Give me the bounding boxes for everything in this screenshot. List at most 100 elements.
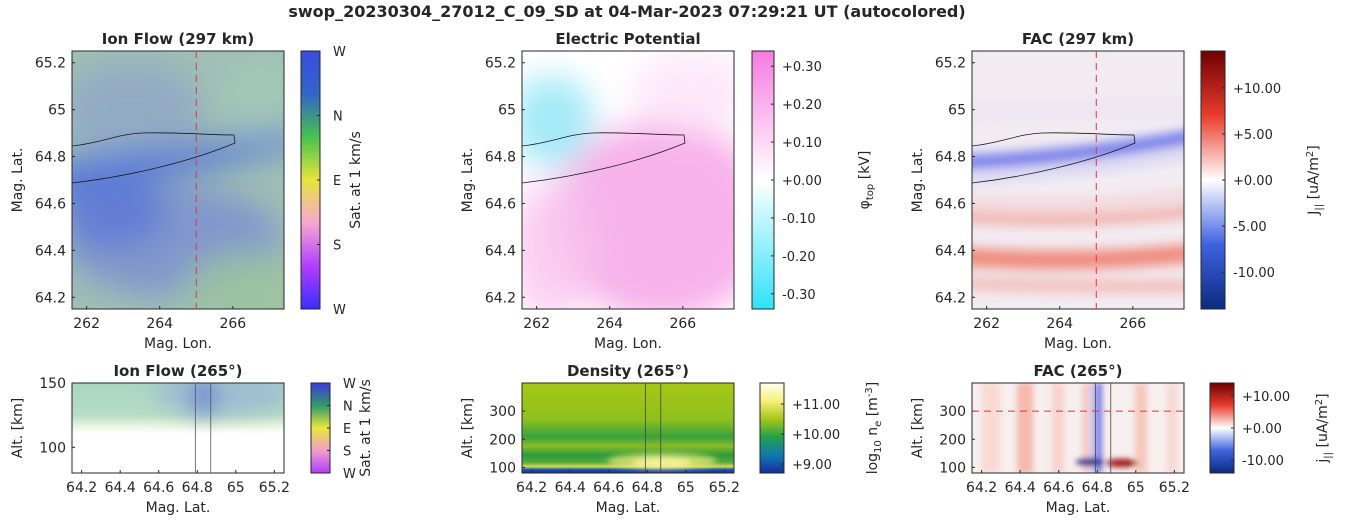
- colorbar-tick-label: S: [333, 239, 341, 254]
- panel-title: FAC (297 km): [1022, 30, 1134, 48]
- panel-fac-top: 262 264 266 64.2 64.4 64.6 64.8 65 65.2 FAC (297 …: [910, 30, 1325, 352]
- colorbar-tick-label: W: [343, 467, 356, 482]
- x-tick-label: 64.8: [182, 480, 213, 496]
- figure-title: swop_20230304_27012_C_09_SD at 04-Mar-20…: [288, 2, 965, 21]
- colorbar-tick-label: +0.00: [1233, 174, 1273, 189]
- y-tick-label: 200: [939, 432, 966, 448]
- colorbar-tick-label: -0.10: [782, 212, 816, 227]
- panel-fac-bottom: 64.2 64.4 64.6 64.8 65 65.2 100 200 300 FAC (265°…: [910, 362, 1334, 516]
- colorbar: [751, 50, 775, 310]
- y-tick-label: 64.2: [35, 290, 66, 306]
- colorbar-tick-label: +10.00: [1233, 82, 1281, 97]
- x-axis-label: Mag. Lon.: [144, 336, 212, 352]
- x-tick-label: 64.8: [632, 480, 663, 496]
- y-tick-label: 100: [939, 460, 966, 476]
- axes-frame: [971, 382, 1185, 474]
- x-tick-label: 64.4: [105, 480, 136, 496]
- panel-title: Electric Potential: [555, 30, 700, 48]
- colorbar-tick-label: E: [333, 174, 341, 189]
- axes-frame: [521, 50, 735, 310]
- colorbar-tick-label: +5.00: [1233, 128, 1273, 143]
- y-tick-label: 65: [498, 103, 516, 119]
- colorbar-tick-label: +9.00: [792, 458, 832, 473]
- y-tick-label: 64.6: [935, 196, 966, 212]
- y-tick-label: 200: [489, 432, 516, 448]
- axes-frame: [71, 382, 285, 474]
- colorbar-tick-label: -0.20: [782, 250, 816, 265]
- colorbar-label: φtop [kV]: [857, 151, 876, 210]
- y-tick-label: 64.2: [935, 290, 966, 306]
- panel-title: Ion Flow (297 km): [102, 30, 254, 48]
- panel-density: 64.2 64.4 64.6 64.8 65 65.2 100 200 300 Density (…: [460, 362, 884, 516]
- colorbar-tick-label: -10.00: [1242, 454, 1284, 469]
- x-tick-label: 65.2: [709, 480, 740, 496]
- colorbar-label: Sat. at 1 km/s: [358, 379, 374, 477]
- y-tick-label: 65: [948, 103, 966, 119]
- y-tick-label: 64.4: [485, 243, 516, 259]
- y-axis-label: Alt. [km]: [460, 398, 476, 459]
- panel-ion-flow-top: 262 264 266 64.2 64.4 64.6 64.8 65 65.2 Ion Flow …: [10, 30, 364, 352]
- x-axis-label: Mag. Lon.: [1044, 336, 1112, 352]
- x-tick-label: 262: [523, 316, 550, 332]
- colorbar-tick-label: N: [343, 400, 353, 415]
- y-axis-label: Alt. [km]: [10, 398, 26, 459]
- x-tick-label: 266: [669, 316, 696, 332]
- fac-section: [972, 383, 1184, 473]
- y-tick-label: 100: [39, 440, 66, 456]
- colorbar: [759, 382, 785, 474]
- y-tick-label: 64.6: [485, 196, 516, 212]
- x-axis-label: Mag. Lat.: [596, 500, 661, 516]
- y-tick-label: 65: [48, 103, 66, 119]
- panel-title: Ion Flow (265°): [113, 362, 242, 380]
- axes-frame: [521, 382, 735, 474]
- ion-flow-section: [72, 383, 284, 473]
- colorbar-tick-label: +0.00: [782, 174, 822, 189]
- colorbar-label: J|| [uA/m2]: [1305, 145, 1325, 215]
- colorbar-tick-label: +0.10: [782, 136, 822, 151]
- panel-title: Density (265°): [567, 362, 689, 380]
- colorbar-tick-label: +0.00: [1242, 422, 1282, 437]
- potential-map: [522, 51, 734, 309]
- y-tick-label: 64.8: [35, 150, 66, 166]
- colorbar-tick-label: -5.00: [1233, 220, 1267, 235]
- x-tick-label: 64.8: [1082, 480, 1113, 496]
- panel-title: FAC (265°): [1034, 362, 1123, 380]
- x-tick-label: 64.2: [966, 480, 997, 496]
- x-axis-label: Mag. Lat.: [1046, 500, 1111, 516]
- y-tick-label: 64.4: [35, 243, 66, 259]
- colorbar-tick-label: S: [343, 445, 351, 460]
- x-tick-label: 64.6: [593, 480, 624, 496]
- x-axis-label: Mag. Lat.: [146, 500, 211, 516]
- y-tick-label: 65.2: [485, 56, 516, 72]
- x-tick-label: 64.4: [1005, 480, 1036, 496]
- y-tick-label: 64.8: [485, 150, 516, 166]
- y-tick-label: 100: [489, 460, 516, 476]
- panel-potential: 262 264 266 64.2 64.4 64.6 64.8 65 65.2 Electric …: [460, 30, 876, 352]
- x-tick-label: 262: [73, 316, 100, 332]
- x-tick-label: 264: [146, 316, 173, 332]
- colorbar-tick-label: W: [343, 377, 356, 392]
- panel-ion-flow-bottom: 64.2 64.4 64.6 64.8 65 65.2 100 150 Ion Flow (26…: [10, 362, 374, 516]
- y-tick-label: 300: [489, 404, 516, 420]
- colorbar-tick-label: W: [333, 303, 346, 318]
- y-axis-label: Alt. [km]: [910, 398, 926, 459]
- density-section: [522, 383, 734, 473]
- x-tick-label: 65: [1127, 480, 1145, 496]
- colorbar-tick-label: -10.00: [1233, 266, 1275, 281]
- colorbar-label: j|| [uA/m2]: [1314, 393, 1334, 463]
- contour-line: [521, 132, 686, 184]
- x-tick-label: 65: [677, 480, 695, 496]
- contour-line: [971, 132, 1136, 184]
- colorbar-tick-label: W: [333, 45, 346, 60]
- x-tick-label: 65.2: [1159, 480, 1190, 496]
- colorbar-label: Sat. at 1 km/s: [348, 131, 364, 229]
- fac-map: [972, 51, 1184, 309]
- colorbar-label: log10 ne [m-3]: [864, 382, 884, 475]
- colorbar-tick-label: +11.00: [792, 398, 840, 413]
- colorbar-tick-label: E: [343, 422, 351, 437]
- x-tick-label: 64.6: [1043, 480, 1074, 496]
- x-tick-label: 266: [1119, 316, 1146, 332]
- x-tick-label: 65.2: [259, 480, 290, 496]
- x-tick-label: 262: [973, 316, 1000, 332]
